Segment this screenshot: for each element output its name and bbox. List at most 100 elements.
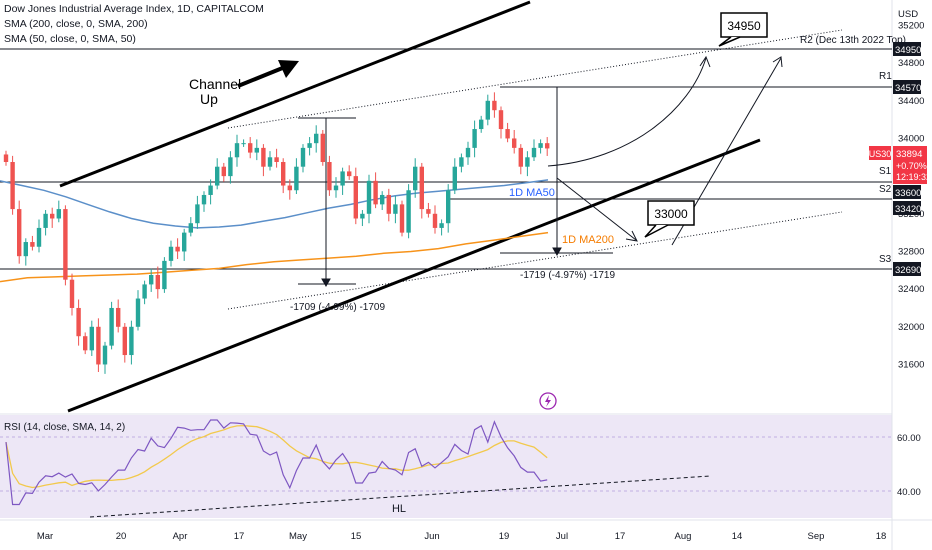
candle-body bbox=[498, 110, 504, 130]
candle-body bbox=[215, 166, 220, 186]
candle-body bbox=[254, 147, 259, 153]
candle-body bbox=[36, 227, 42, 247]
candle-body bbox=[182, 232, 187, 252]
s1-label: S1 bbox=[879, 166, 892, 177]
channel-label-2: Up bbox=[200, 91, 218, 107]
candle-body bbox=[248, 143, 253, 153]
ma200-line bbox=[0, 231, 549, 283]
candle-body bbox=[505, 129, 510, 139]
candle-body bbox=[69, 279, 75, 308]
date-tick: 17 bbox=[615, 531, 626, 542]
candle-body bbox=[30, 242, 35, 247]
candle-body bbox=[10, 162, 15, 210]
candle-body bbox=[102, 345, 108, 365]
candle-body bbox=[208, 185, 213, 195]
date-axis[interactable]: Mar 20 Apr 17 May 15 Jun 19 Jul 17 Aug 14 Sep 18 bbox=[37, 531, 886, 542]
candle-body bbox=[109, 307, 114, 346]
target-up-text: 34950 bbox=[727, 19, 761, 33]
level-lines bbox=[0, 48, 892, 270]
candle-body bbox=[63, 209, 68, 280]
sma50-legend[interactable]: SMA (50, close, 0, SMA, 50) bbox=[4, 33, 136, 45]
candle-body bbox=[347, 171, 352, 177]
date-tick: May bbox=[289, 531, 307, 542]
candle-body bbox=[142, 284, 147, 299]
candle-body bbox=[459, 157, 464, 167]
candle-body bbox=[327, 162, 332, 191]
channel-label: Channel bbox=[189, 76, 241, 92]
candles bbox=[3, 92, 550, 374]
rsi-ma-line bbox=[5, 424, 548, 489]
candle-body bbox=[83, 336, 88, 351]
candle-body bbox=[43, 213, 48, 228]
candle-body bbox=[56, 209, 61, 219]
date-tick: 17 bbox=[234, 531, 245, 542]
candle-body bbox=[175, 246, 180, 252]
date-tick: Apr bbox=[173, 531, 188, 542]
candle-body bbox=[314, 133, 319, 144]
candle-body bbox=[446, 190, 451, 224]
candle-body bbox=[525, 157, 530, 167]
candle-body bbox=[201, 194, 207, 205]
candle-body bbox=[419, 166, 424, 210]
date-tick: 14 bbox=[732, 531, 743, 542]
svg-text:+0.70%: +0.70% bbox=[896, 161, 927, 171]
candle-body bbox=[228, 157, 233, 177]
date-tick: Aug bbox=[675, 531, 692, 542]
candle-body bbox=[162, 260, 167, 290]
level-tags: 34950 34570 33600 33420 32690 bbox=[893, 42, 921, 276]
r2-label: R2 (Dec 13th 2022 Top) bbox=[800, 35, 906, 46]
candle-body bbox=[320, 133, 325, 162]
candle-body bbox=[96, 326, 101, 365]
rsi-tick-40: 40.00 bbox=[897, 487, 921, 498]
currency-label: USD bbox=[898, 9, 918, 20]
candle-body bbox=[353, 176, 358, 219]
target-down-text: 33000 bbox=[654, 207, 688, 221]
channel-lower-line bbox=[67, 138, 761, 413]
candle-body bbox=[432, 213, 438, 228]
s2-label: S2 bbox=[879, 184, 892, 195]
date-tick: 18 bbox=[876, 531, 887, 542]
candle-body bbox=[135, 298, 141, 327]
r1-label: R1 bbox=[879, 71, 892, 82]
price-tick: 34800 bbox=[898, 58, 924, 69]
candle-body bbox=[221, 166, 226, 177]
candle-body bbox=[518, 147, 523, 167]
hl-label: HL bbox=[392, 503, 406, 515]
candle-body bbox=[267, 157, 273, 167]
lightning-icon[interactable] bbox=[539, 392, 557, 410]
candle-body bbox=[17, 209, 22, 257]
candle-body bbox=[386, 194, 391, 214]
channel-upper-line bbox=[59, 0, 531, 188]
sma200-legend[interactable]: SMA (200, close, 0, SMA, 200) bbox=[4, 18, 148, 30]
candle-body bbox=[373, 180, 378, 205]
candle-body bbox=[3, 154, 9, 162]
candle-body bbox=[168, 246, 174, 261]
rsi-pane bbox=[0, 415, 892, 518]
date-tick: Jul bbox=[556, 531, 568, 542]
candle-body bbox=[195, 204, 200, 224]
candle-body bbox=[465, 147, 471, 158]
svg-text:32690: 32690 bbox=[895, 265, 921, 276]
candle-body bbox=[545, 143, 550, 149]
candle-body bbox=[89, 326, 94, 351]
candle-body bbox=[149, 275, 154, 285]
measure-bracket-2 bbox=[500, 86, 613, 257]
rsi-legend[interactable]: RSI (14, close, SMA, 14, 2) bbox=[4, 422, 126, 433]
candle-body bbox=[307, 143, 312, 148]
date-tick: Mar bbox=[37, 531, 53, 542]
svg-text:12:19:32: 12:19:32 bbox=[896, 172, 931, 182]
ma50-label: 1D MA50 bbox=[509, 187, 555, 199]
candle-body bbox=[399, 204, 405, 233]
svg-text:33894: 33894 bbox=[896, 149, 922, 160]
svg-text:34570: 34570 bbox=[895, 83, 921, 94]
target-callout-down: 33000 bbox=[644, 200, 695, 238]
svg-text:33600: 33600 bbox=[895, 188, 921, 199]
rsi-tick-60: 60.00 bbox=[897, 433, 921, 444]
rsi-line bbox=[5, 419, 548, 506]
measure-label-2: -1719 (-4.97%) -1719 bbox=[520, 270, 615, 281]
candle-body bbox=[531, 147, 537, 158]
candle-body bbox=[492, 100, 497, 111]
rsi-trendline bbox=[89, 475, 711, 518]
candle-body bbox=[333, 185, 339, 191]
